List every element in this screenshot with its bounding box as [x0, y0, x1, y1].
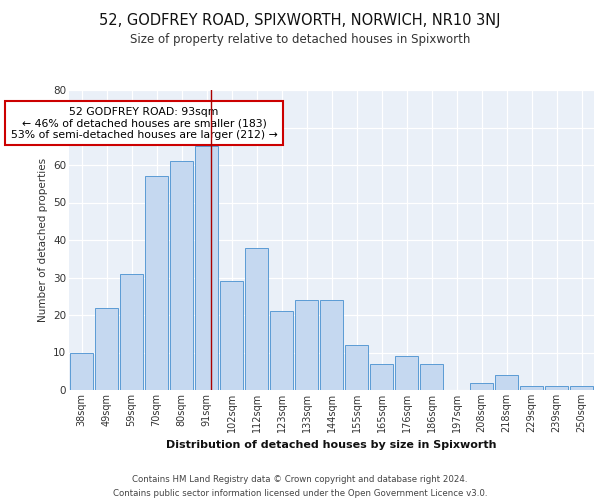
- Bar: [520, 386, 543, 390]
- Bar: [270, 311, 293, 390]
- Bar: [470, 382, 493, 390]
- Text: Contains HM Land Registry data © Crown copyright and database right 2024.
Contai: Contains HM Land Registry data © Crown c…: [113, 476, 487, 498]
- Bar: [420, 364, 443, 390]
- Bar: [370, 364, 393, 390]
- Bar: [95, 308, 118, 390]
- Bar: [345, 345, 368, 390]
- Bar: [395, 356, 418, 390]
- X-axis label: Distribution of detached houses by size in Spixworth: Distribution of detached houses by size …: [166, 440, 497, 450]
- Bar: [70, 352, 93, 390]
- Bar: [320, 300, 343, 390]
- Bar: [545, 386, 568, 390]
- Bar: [120, 274, 143, 390]
- Bar: [495, 375, 518, 390]
- Bar: [145, 176, 168, 390]
- Y-axis label: Number of detached properties: Number of detached properties: [38, 158, 47, 322]
- Text: 52 GODFREY ROAD: 93sqm
← 46% of detached houses are smaller (183)
53% of semi-de: 52 GODFREY ROAD: 93sqm ← 46% of detached…: [11, 107, 277, 140]
- Bar: [245, 248, 268, 390]
- Text: 52, GODFREY ROAD, SPIXWORTH, NORWICH, NR10 3NJ: 52, GODFREY ROAD, SPIXWORTH, NORWICH, NR…: [99, 12, 501, 28]
- Text: Size of property relative to detached houses in Spixworth: Size of property relative to detached ho…: [130, 32, 470, 46]
- Bar: [195, 146, 218, 390]
- Bar: [295, 300, 318, 390]
- Bar: [220, 281, 243, 390]
- Bar: [170, 161, 193, 390]
- Bar: [570, 386, 593, 390]
